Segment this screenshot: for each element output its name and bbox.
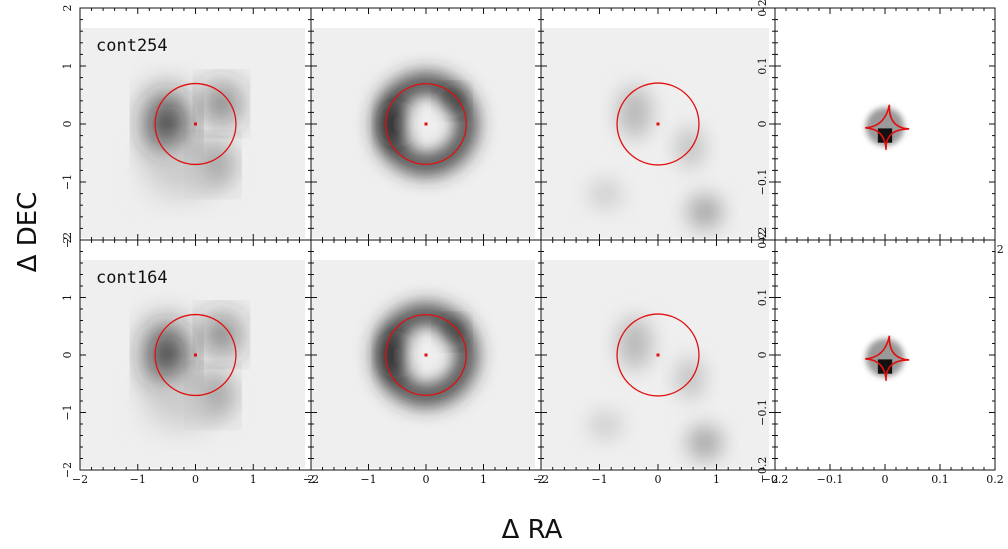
x-tick-label: −1 [360, 473, 376, 486]
panel-image [311, 8, 541, 240]
y-tick-label: −1 [61, 404, 74, 420]
x-axis-title: Δ RA [502, 515, 563, 545]
caustic-curve [865, 335, 910, 381]
panel-image [80, 240, 311, 470]
panel-image [311, 240, 541, 470]
x-tick-label: −0.1 [817, 473, 844, 486]
x-tick-label: 1 [250, 473, 257, 486]
y-tick-label: 1 [61, 63, 74, 70]
x-tick-label: 2 [308, 473, 315, 486]
y-tick-label: 0 [61, 352, 74, 359]
panel-model-row1 [310, 7, 542, 241]
panel-image-row1: −2 −1 0 1 2 cont254 [61, 5, 312, 248]
x-tick-label: 0.2 [986, 473, 1004, 486]
lens-center [424, 122, 428, 126]
panel-image [775, 240, 995, 470]
lens-center [656, 353, 660, 357]
panel-image [541, 8, 775, 240]
panel-source-row2: −0.2 −0.1 0 0.1 0.2 −0.2 −0.1 0 0.1 0.2 [756, 231, 1004, 486]
y-tick-label: −0.1 [756, 169, 769, 196]
critical-curve [385, 83, 467, 165]
x-tick-label: 0 [882, 473, 889, 486]
panel-model-row2: −2 −1 0 1 2 [303, 239, 545, 486]
lens-center [194, 122, 197, 126]
y-tick-label: 0 [756, 352, 769, 359]
panel-image [80, 8, 311, 240]
y-tick-label: 0.2 [756, 231, 769, 249]
x-tick-label: 2 [538, 473, 545, 486]
x-tick-label: −2 [303, 473, 319, 486]
y-tick-label: −0.2 [756, 457, 769, 484]
x-tick-label: 0.1 [931, 473, 949, 486]
row-label: cont164 [96, 268, 168, 288]
panel-image [775, 8, 995, 240]
critical-curve [385, 314, 467, 396]
x-tick-label: 1 [713, 473, 720, 486]
x-tick-label: −1 [591, 473, 607, 486]
x-tick-label: 0 [192, 473, 199, 486]
row-label: cont254 [96, 36, 168, 56]
critical-curve [154, 82, 237, 166]
y-tick-label: 0.2 [756, 0, 769, 17]
y-tick-label: −1 [61, 174, 74, 190]
x-tick-label: 0 [423, 473, 430, 486]
y-tick-label: 0 [756, 121, 769, 128]
lens-center [424, 353, 428, 357]
caustic-curve [865, 104, 910, 150]
y-tick-label: 2 [61, 237, 74, 244]
critical-curve [616, 82, 700, 166]
x-tick-label: 1 [480, 473, 487, 486]
x-tick-label: −1 [130, 473, 146, 486]
x-tick-label: 2 [772, 473, 779, 486]
x-tick-label: 0 [655, 473, 662, 486]
x-tick-label: −2 [533, 473, 549, 486]
panel-residual-row1 [540, 7, 776, 241]
x-tick-label: −2 [72, 473, 88, 486]
critical-curve [616, 313, 700, 397]
panel-image [541, 240, 775, 470]
y-tick-label: 0.1 [756, 57, 769, 75]
y-tick-label: −0.1 [756, 399, 769, 426]
y-tick-label: 0 [61, 121, 74, 128]
critical-curve [154, 313, 237, 397]
lens-center [656, 122, 660, 126]
y-tick-label: −2 [61, 462, 74, 478]
panel-image-row2: −2 −1 0 1 2 −2 −1 0 1 2 cont164 [61, 237, 315, 487]
y-tick-label: 0.1 [756, 289, 769, 307]
y-tick-label: 1 [61, 294, 74, 301]
lens-center [194, 353, 197, 357]
y-tick-label: −2 [61, 232, 74, 248]
panel-source-row1: −0.2−0.100.10.2−0.2−0.100.10.2 [756, 0, 1004, 256]
panel-residual-row2: −2 −1 0 1 2 [533, 239, 779, 486]
y-axis-title: Δ DEC [13, 192, 43, 273]
panel-grid: −2 −1 0 1 2 cont254 −0.2 −0.1 0 0.1 0.2 −0.2 −0.1 0 0.… [61, 0, 1004, 486]
x-tick-label: −0.2 [762, 473, 789, 486]
y-tick-label: 2 [61, 5, 74, 12]
